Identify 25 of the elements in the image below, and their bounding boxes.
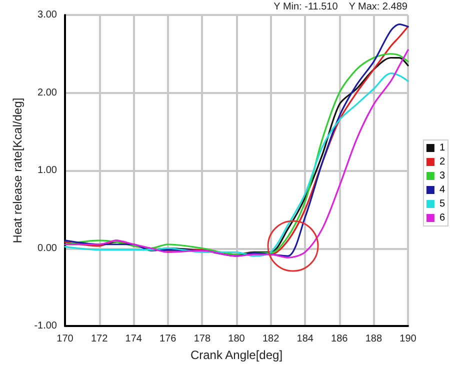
- legend-label: 1: [439, 142, 446, 154]
- legend-label: 2: [439, 156, 446, 168]
- x-tick-label: 182: [262, 334, 280, 344]
- y-tick-label: 1.00: [38, 165, 58, 176]
- y-tick-label: 0.00: [38, 242, 58, 254]
- legend-label: 4: [439, 184, 446, 196]
- x-tick-label: 186: [331, 334, 348, 344]
- x-tick-label: 184: [296, 334, 314, 344]
- legend-label: 6: [439, 212, 446, 224]
- legend-label: 5: [439, 198, 446, 210]
- y-tick-label: 2.00: [38, 87, 58, 98]
- x-tick-label: 178: [194, 334, 211, 344]
- text: Y Min: -11.510 Y Max: 2.489: [274, 2, 408, 12]
- y-tick-label: -1.00: [34, 320, 58, 332]
- y-tick-label: 3.00: [38, 10, 58, 20]
- x-tick-label: 180: [228, 334, 246, 344]
- x-tick-label: 172: [90, 334, 108, 344]
- x-tick-label: 174: [125, 334, 142, 344]
- x-tick-label: 176: [160, 334, 177, 344]
- x-axis-title: Crank Angle[deg]: [190, 348, 283, 362]
- y-axis-title: Heat release rate[Kcal/deg]: [10, 98, 24, 244]
- x-tick-label: 188: [365, 334, 382, 344]
- x-tick-label: 190: [400, 334, 417, 344]
- legend-label: 3: [439, 170, 446, 182]
- x-tick-label: 170: [56, 334, 74, 344]
